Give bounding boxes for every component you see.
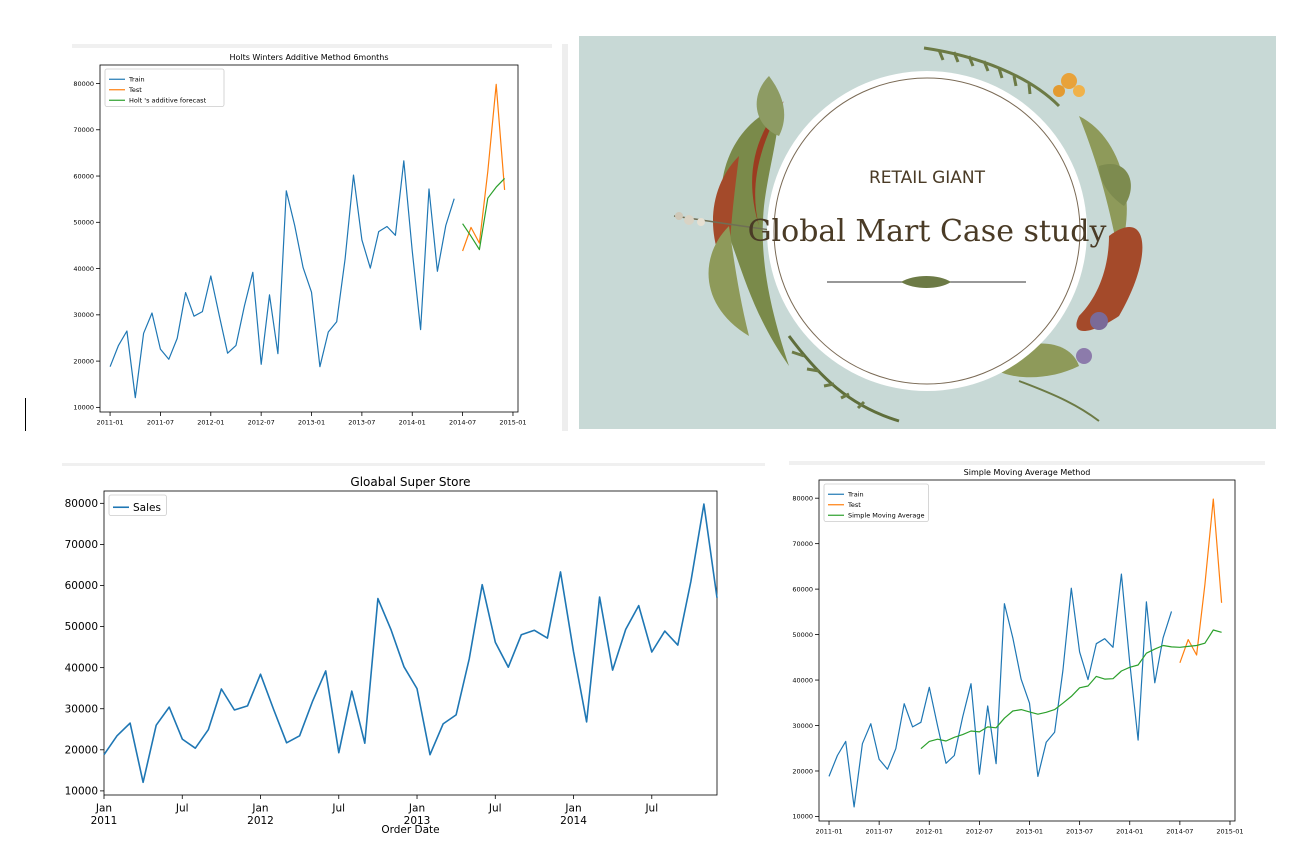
medallion-ring (773, 77, 1081, 385)
legend-entry: Simple Moving Average (848, 512, 925, 520)
legend-entry: Sales (133, 502, 161, 514)
series-line-test (1179, 498, 1223, 664)
y-tick-label: 10000 (792, 813, 813, 821)
series-line-train (109, 160, 455, 399)
x-tick-year-label: 2012 (247, 815, 274, 827)
y-tick-label: 80000 (65, 498, 98, 510)
x-tick-label: 2012-01 (916, 828, 943, 836)
y-tick-label: 30000 (65, 703, 98, 715)
y-tick-label: 20000 (73, 357, 94, 365)
x-tick-label: 2012-07 (966, 828, 993, 836)
x-tick-label: Jan (564, 803, 581, 815)
x-tick-label: 2015-01 (499, 419, 526, 427)
y-tick-label: 20000 (65, 744, 98, 756)
x-tick-label: Jul (175, 803, 189, 815)
x-tick-label: 2014-01 (399, 419, 426, 427)
x-tick-year-label: 2014 (560, 815, 587, 827)
chart-title: Holts Winters Additive Method 6months (229, 53, 388, 62)
x-tick-label: 2013-07 (1066, 828, 1093, 836)
hero-title: Global Mart Case study (748, 214, 1107, 249)
legend-entry: Holt 's additive forecast (129, 97, 207, 105)
holts-winters-chart: Holts Winters Additive Method 6months 100… (73, 53, 526, 427)
x-tick-label: Jul (331, 803, 345, 815)
leaf-ornament-icon (901, 276, 951, 288)
x-axis-label: Order Date (381, 824, 439, 836)
x-tick-label: 2014-07 (1166, 828, 1193, 836)
legend-box (108, 494, 167, 516)
y-tick-label: 60000 (73, 172, 94, 180)
y-tick-label: 10000 (73, 404, 94, 412)
x-tick-label: 2012-01 (197, 419, 224, 427)
x-tick-year-label: 2013 (404, 815, 431, 827)
y-tick-label: 50000 (73, 219, 94, 227)
y-tick-label: 60000 (792, 585, 813, 593)
x-tick-label: 2011-07 (866, 828, 893, 836)
x-tick-label: 2013-01 (298, 419, 325, 427)
x-tick-label: Jan (408, 803, 425, 815)
y-tick-label: 10000 (65, 786, 98, 798)
x-tick-label: 2013-01 (1016, 828, 1043, 836)
y-tick-label: 80000 (792, 494, 813, 502)
x-tick-label: 2013-07 (348, 419, 375, 427)
legend-entry: Train (847, 491, 864, 499)
plot-frame (103, 490, 718, 796)
x-tick-label: 2015-01 (1216, 828, 1243, 836)
x-tick-label: 2011-01 (96, 419, 123, 427)
y-tick-label: 70000 (65, 539, 98, 551)
legend-box (823, 483, 929, 522)
plot-frame (818, 479, 1236, 822)
bottom-left-divider (62, 463, 765, 466)
legend-entry: Test (847, 501, 861, 509)
global-super-store-chart: Gloabal Super Store 10000 20000 30000 40000 5… (65, 475, 718, 836)
x-tick-label: 2012-07 (248, 419, 275, 427)
y-tick-label: 70000 (792, 540, 813, 548)
legend-entry: Test (128, 86, 142, 94)
plot-frame (99, 64, 519, 413)
series-line-simple-moving-average (920, 629, 1222, 750)
series-line-holt-s-additive-forecast (462, 177, 506, 251)
x-tick-label: Jan (251, 803, 268, 815)
y-tick-label: 80000 (73, 80, 94, 88)
title-slide-art: RETAIL GIANT Global Mart Case study (579, 36, 1276, 429)
bottom-right-divider (789, 461, 1265, 465)
y-tick-label: 70000 (73, 126, 94, 134)
text-cursor (25, 398, 26, 431)
y-tick-label: 30000 (73, 311, 94, 319)
legend-box (104, 68, 225, 107)
y-tick-label: 40000 (65, 662, 98, 674)
left-foliage (673, 76, 900, 423)
x-tick-label: Jul (488, 803, 502, 815)
x-tick-label: 2014-01 (1116, 828, 1143, 836)
x-tick-label: Jan (95, 803, 112, 815)
top-left-divider (72, 44, 552, 48)
y-tick-label: 50000 (65, 621, 98, 633)
y-tick-label: 30000 (792, 722, 813, 730)
y-tick-label: 20000 (792, 767, 813, 775)
x-tick-year-label: 2011 (91, 815, 118, 827)
x-tick-label: 2011-01 (815, 828, 842, 836)
legend-entry: Train (128, 76, 145, 84)
simple-moving-average-chart: Simple Moving Average Method 10000 20000 30… (792, 468, 1243, 836)
hero-kicker: RETAIL GIANT (869, 168, 986, 188)
x-tick-label: Jul (644, 803, 658, 815)
title-medallion (767, 71, 1087, 391)
y-tick-label: 40000 (792, 676, 813, 684)
retail-giant-title-slide: RETAIL GIANT Global Mart Case study (579, 36, 1276, 429)
chart-title: Gloabal Super Store (350, 475, 470, 489)
panel-splitter[interactable] (562, 44, 568, 431)
x-tick-label: 2014-07 (449, 419, 476, 427)
series-line-sales (103, 503, 718, 784)
y-tick-label: 60000 (65, 580, 98, 592)
chart-title: Simple Moving Average Method (964, 468, 1091, 477)
y-tick-label: 40000 (73, 265, 94, 273)
series-line-test (462, 83, 506, 252)
series-line-train (828, 573, 1173, 808)
x-tick-label: 2011-07 (147, 419, 174, 427)
y-tick-label: 50000 (792, 631, 813, 639)
